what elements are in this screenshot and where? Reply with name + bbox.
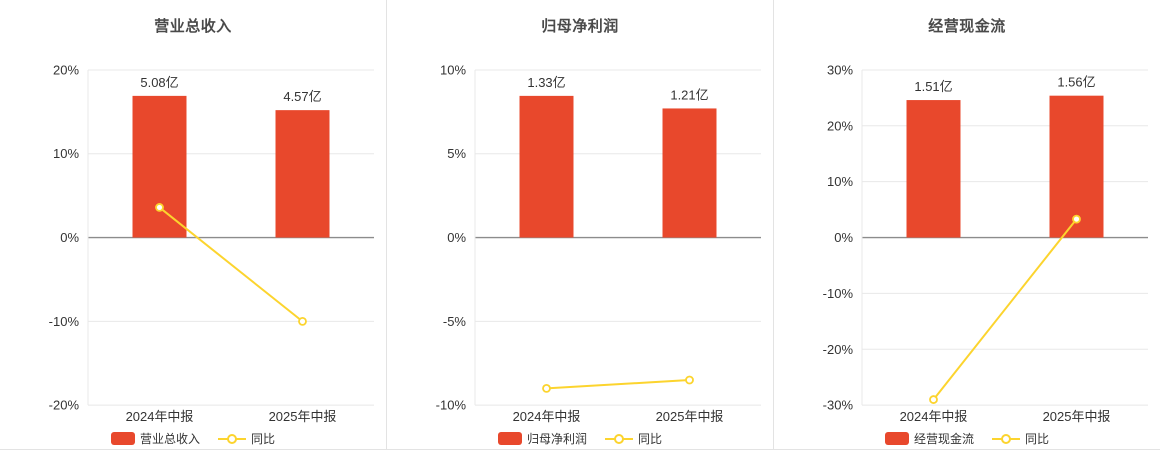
y-tick-label: 0% bbox=[60, 230, 79, 245]
yoy-label: 同比 bbox=[1025, 432, 1050, 447]
y-tick-label: 0% bbox=[834, 230, 853, 245]
net-profit-panel: 归母净利润 10% 5% 0% -5% -10% 1.33亿 1.21亿 2024年中报 202… bbox=[386, 0, 773, 449]
chart-title-revenue: 营业总收入 bbox=[154, 18, 232, 35]
y-tick-label: 20% bbox=[53, 62, 79, 77]
x-category-label: 2025年中报 bbox=[269, 409, 337, 424]
legend-item-yoy[interactable]: 同比 bbox=[218, 430, 275, 447]
revenue-chart-canvas: 20% 10% 0% -10% -20% 5.08亿 4.57亿 2024年中报 2025年中报 bbox=[49, 62, 374, 424]
yoy-point[interactable] bbox=[929, 395, 938, 404]
chart-title-cash-flow: 经营现金流 bbox=[928, 18, 1006, 35]
bar-series-label: 营业总收入 bbox=[139, 432, 200, 447]
yoy-point[interactable] bbox=[298, 316, 307, 326]
y-tick-label: 10% bbox=[53, 146, 79, 161]
legend-item-bar-series[interactable]: 经营现金流 bbox=[884, 430, 974, 447]
bar-0[interactable] bbox=[906, 100, 961, 238]
cash-flow-chart-canvas: 30% 20% 10% 0% -10% -20% -30% 1.51亿 1.56亿 2024年中报… bbox=[823, 62, 1148, 424]
yoy-line-swatch bbox=[992, 432, 1020, 445]
cash-flow-legend: 经营现金流 同比 bbox=[774, 428, 1160, 449]
bar-0[interactable] bbox=[132, 95, 187, 238]
x-category-label: 2025年中报 bbox=[656, 409, 724, 424]
revenue-panel: 营业总收入 20% 10% 0% -10% -20% 5.08亿 4.57亿 2024年中报 2… bbox=[0, 0, 386, 449]
bar-value-label: 4.57亿 bbox=[283, 89, 321, 104]
legend-item-bar-series[interactable]: 营业总收入 bbox=[110, 430, 200, 447]
bar-1[interactable] bbox=[662, 108, 717, 238]
y-tick-label: 10% bbox=[827, 174, 853, 189]
bar-value-label: 5.08亿 bbox=[140, 75, 178, 90]
x-category-label: 2025年中报 bbox=[1043, 409, 1111, 424]
y-tick-label: -5% bbox=[443, 314, 467, 329]
y-tick-label: -20% bbox=[49, 398, 80, 413]
yoy-label: 同比 bbox=[638, 432, 663, 447]
x-category-label: 2024年中报 bbox=[126, 409, 194, 424]
legend-item-yoy[interactable]: 同比 bbox=[605, 430, 662, 447]
y-tick-label: 30% bbox=[827, 62, 853, 77]
bar-series-label: 经营现金流 bbox=[913, 432, 974, 447]
cash-flow-panel: 经营现金流 30% 20% 10% 0% -10% -20% -30% 1.51亿 1.56亿 2… bbox=[773, 0, 1160, 449]
bar-value-label: 1.56亿 bbox=[1057, 75, 1095, 90]
chart-title-net-profit: 归母净利润 bbox=[541, 18, 619, 35]
bar-series-label: 归母净利润 bbox=[526, 432, 587, 447]
net-profit-chart-canvas: 10% 5% 0% -5% -10% 1.33亿 1.21亿 2024年中报 2025年中报 bbox=[436, 62, 761, 424]
revenue-legend: 营业总收入 同比 bbox=[0, 428, 386, 449]
bar-series-swatch bbox=[497, 432, 522, 446]
bar-1[interactable] bbox=[275, 110, 330, 238]
bar-value-label: 1.33亿 bbox=[527, 75, 565, 90]
x-category-label: 2024年中报 bbox=[513, 409, 581, 424]
y-tick-label: 20% bbox=[827, 118, 853, 133]
yoy-line-swatch bbox=[218, 432, 246, 445]
yoy-line bbox=[932, 218, 1078, 401]
yoy-point[interactable] bbox=[542, 383, 551, 393]
bar-value-label: 1.51亿 bbox=[914, 79, 952, 94]
yoy-line-swatch bbox=[605, 432, 633, 445]
yoy-line bbox=[546, 378, 690, 390]
legend-item-yoy[interactable]: 同比 bbox=[992, 430, 1049, 447]
bar-0[interactable] bbox=[519, 95, 574, 238]
bar-1[interactable] bbox=[1049, 95, 1104, 238]
y-tick-label: 10% bbox=[440, 62, 466, 77]
legend-item-bar-series[interactable]: 归母净利润 bbox=[497, 430, 587, 447]
y-tick-label: -10% bbox=[823, 286, 854, 301]
y-tick-label: 0% bbox=[447, 230, 466, 245]
y-tick-label: -10% bbox=[436, 398, 467, 413]
y-tick-label: -30% bbox=[823, 398, 854, 413]
y-tick-label: -10% bbox=[49, 314, 80, 329]
y-tick-label: 5% bbox=[447, 146, 466, 161]
bar-value-label: 1.21亿 bbox=[670, 87, 708, 102]
yoy-point[interactable] bbox=[1072, 214, 1081, 224]
net-profit-legend: 归母净利润 同比 bbox=[387, 428, 773, 449]
yoy-label: 同比 bbox=[251, 432, 276, 447]
yoy-line bbox=[158, 206, 304, 323]
yoy-point[interactable] bbox=[155, 202, 164, 212]
y-tick-label: -20% bbox=[823, 342, 854, 357]
x-category-label: 2024年中报 bbox=[900, 409, 968, 424]
bar-series-swatch bbox=[884, 432, 909, 446]
yoy-point[interactable] bbox=[685, 375, 694, 385]
bar-series-swatch bbox=[110, 432, 135, 446]
